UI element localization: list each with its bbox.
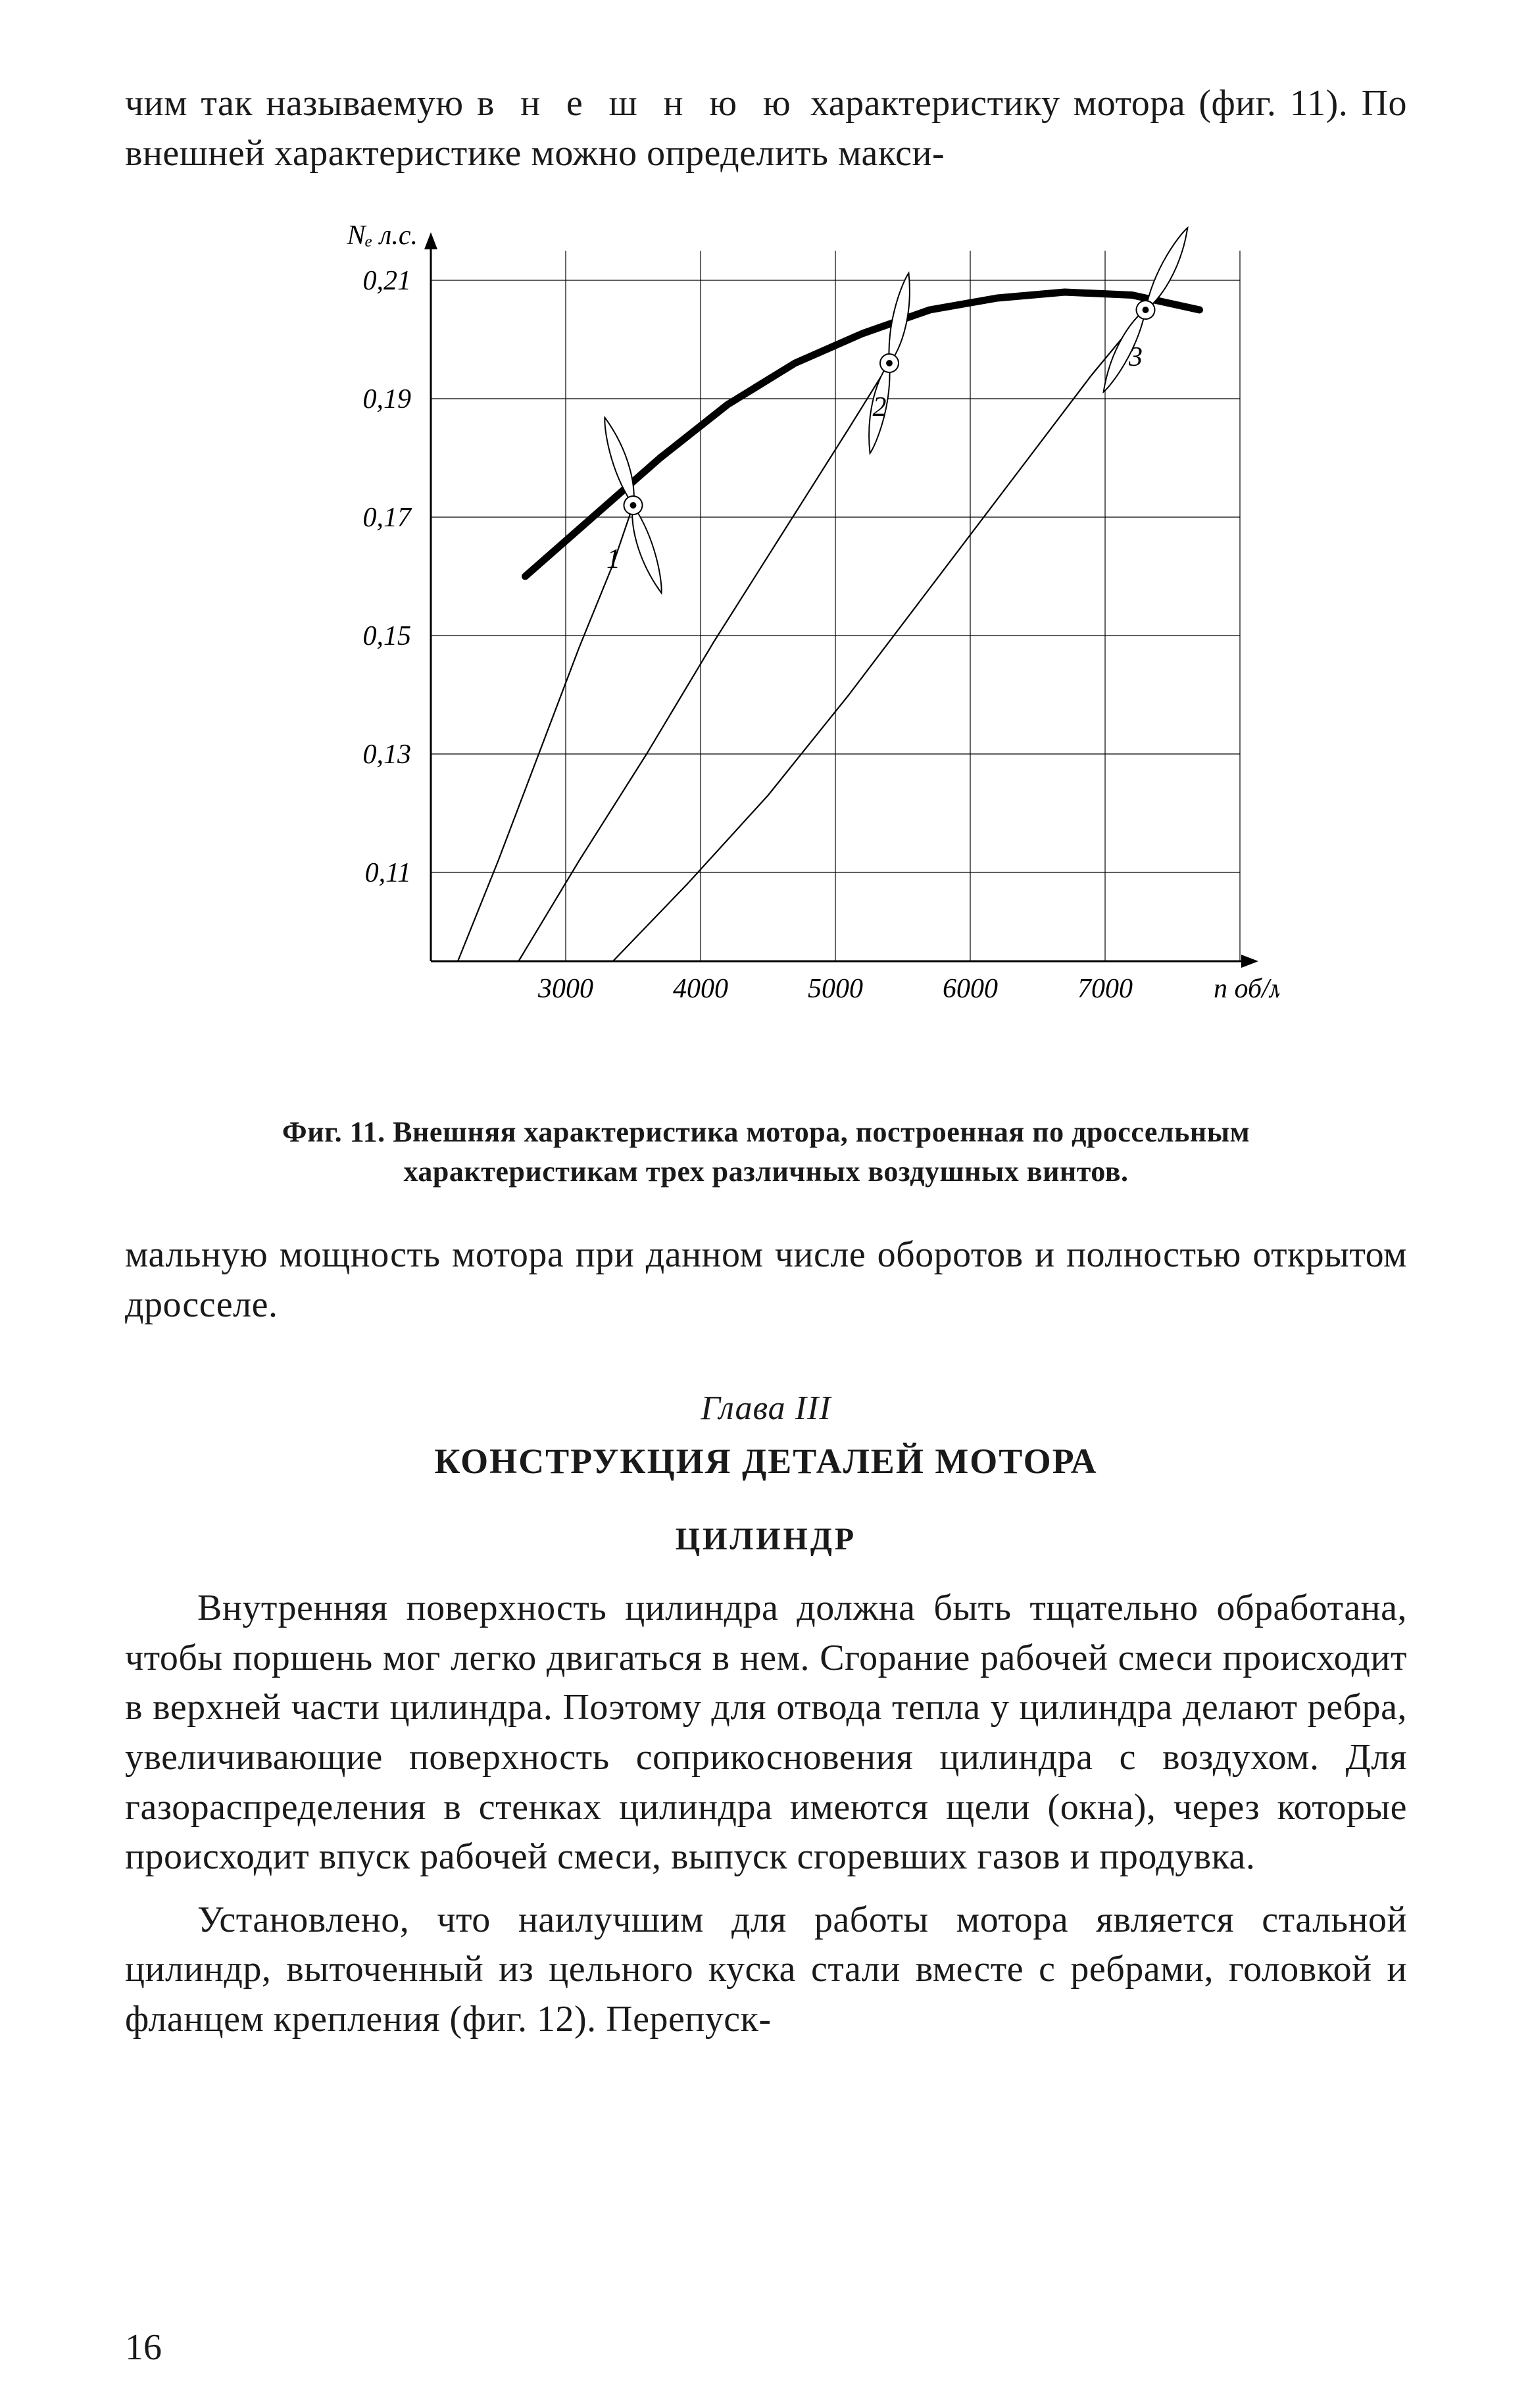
figure-11-caption: Фиг. 11. Внешняя характеристика мотора, … [273, 1113, 1260, 1191]
paragraph-1: чим так называемую в н е ш н ю ю характе… [125, 79, 1407, 178]
svg-text:0,17: 0,17 [362, 503, 412, 533]
svg-text:2: 2 [872, 392, 886, 422]
svg-text:Nₑ л.с.: Nₑ л.с. [346, 220, 417, 251]
svg-text:0,13: 0,13 [362, 740, 411, 770]
svg-text:6000: 6000 [943, 974, 998, 1004]
svg-text:0,19: 0,19 [362, 384, 411, 414]
svg-text:1: 1 [606, 544, 620, 574]
para1-pre: чим так называемую [125, 83, 477, 124]
svg-text:4000: 4000 [673, 974, 728, 1004]
svg-text:0,21: 0,21 [362, 266, 411, 296]
section-heading: ЦИЛИНДР [125, 1521, 1407, 1557]
svg-text:3000: 3000 [537, 974, 593, 1004]
page-number: 16 [125, 2326, 162, 2369]
para1-spaced: в н е ш н ю ю [477, 83, 797, 124]
chart-svg: 0,11 0,13 0,15 0,17 0,19 0,21 Nₑ л.с. 3000 4000 5… [253, 198, 1279, 1093]
svg-text:5000: 5000 [808, 974, 863, 1004]
svg-text:0,15: 0,15 [362, 621, 411, 651]
paragraph-4: Установлено, что наилучшим для работы мо… [125, 1895, 1407, 2045]
svg-text:3: 3 [1128, 342, 1143, 372]
svg-text:0,11: 0,11 [364, 858, 410, 888]
svg-text:n об/мин: n об/мин [1214, 974, 1279, 1004]
chapter-title: КОНСТРУКЦИЯ ДЕТАЛЕЙ МОТОРА [125, 1441, 1407, 1482]
paragraph-2: мальную мощность мотора при данном числе… [125, 1230, 1407, 1330]
figure-11: 0,11 0,13 0,15 0,17 0,19 0,21 Nₑ л.с. 3000 4000 5… [125, 198, 1407, 1093]
paragraph-3: Внутренняя поверхность цилиндра должна б… [125, 1584, 1407, 1882]
chapter-number: Глава III [125, 1389, 1407, 1428]
svg-text:7000: 7000 [1077, 974, 1133, 1004]
